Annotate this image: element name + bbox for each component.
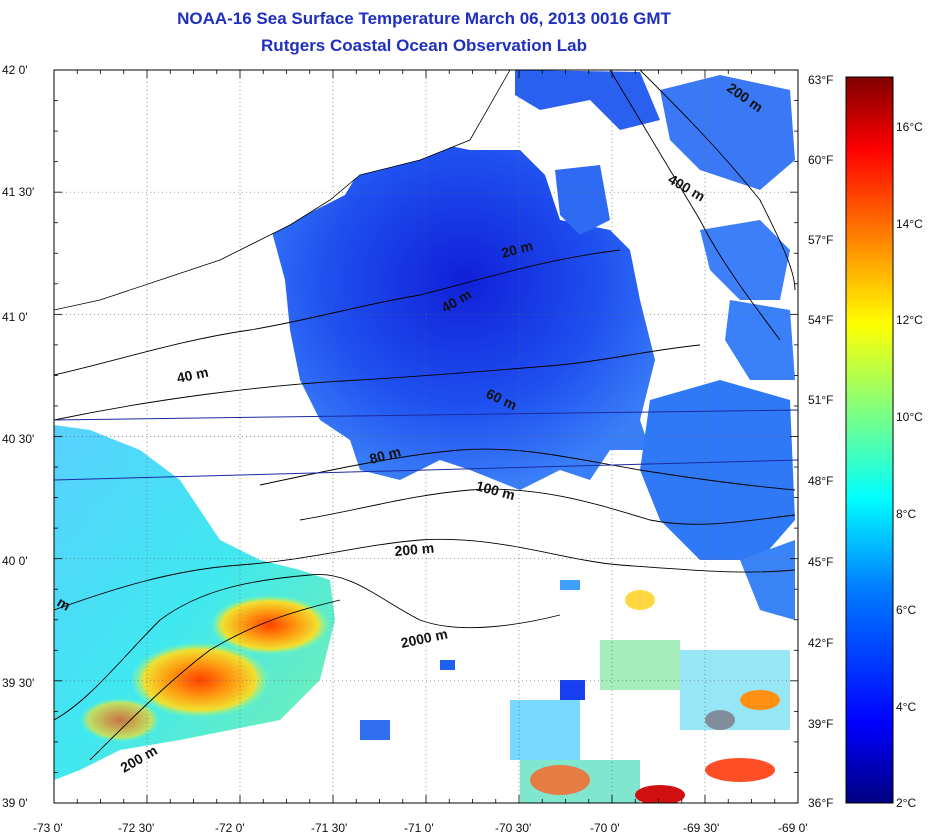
celsius-label: 10°C: [896, 410, 923, 424]
fahrenheit-label: 60°F: [808, 153, 833, 167]
colorbar: [845, 76, 894, 804]
fahrenheit-label: 39°F: [808, 717, 833, 731]
contour-label: 2000 m: [399, 625, 449, 651]
lon-label: -72 30': [118, 821, 154, 835]
fahrenheit-scale: 63°F 60°F 57°F 54°F 51°F 48°F 45°F 42°F …: [808, 73, 833, 810]
contour-label: 40 m: [175, 364, 210, 386]
contour-label: 200 m: [394, 540, 435, 559]
contour-label: 400 m: [666, 171, 708, 205]
cold-water-patch: [660, 75, 795, 190]
lon-label: -69 30': [683, 821, 719, 835]
sst-raster: 20 m 40 m 40 m 60 m 80 m 100 m 200 m 200…: [54, 70, 798, 803]
celsius-label: 14°C: [896, 217, 923, 231]
fahrenheit-label: 48°F: [808, 474, 833, 488]
fahrenheit-label: 42°F: [808, 636, 833, 650]
lat-label: 40 30': [2, 432, 34, 446]
lat-label: 39 30': [2, 676, 34, 690]
lon-label: -69 0': [778, 821, 808, 835]
latitude-labels: 42 0' 41 30' 41 0' 40 30' 40 0' 39 30' 3…: [2, 63, 34, 810]
celsius-label: 2°C: [896, 796, 916, 810]
cold-water-region: [272, 140, 655, 490]
lon-label: -70 30': [495, 821, 531, 835]
celsius-scale: 16°C 14°C 12°C 10°C 8°C 6°C 4°C 2°C: [896, 120, 923, 810]
warm-core: [130, 642, 270, 718]
lon-label: -70 0': [590, 821, 620, 835]
lon-label: -73 0': [33, 821, 63, 835]
fahrenheit-label: 63°F: [808, 73, 833, 87]
gulf-stream-speckles: [360, 580, 790, 803]
cold-water-patch: [555, 165, 610, 235]
lon-label: -71 30': [311, 821, 347, 835]
fahrenheit-label: 57°F: [808, 233, 833, 247]
celsius-label: 8°C: [896, 507, 916, 521]
lat-label: 42 0': [2, 63, 28, 77]
fahrenheit-label: 45°F: [808, 555, 833, 569]
lat-label: 39 0': [2, 796, 28, 810]
contour-label: 80 m: [368, 443, 403, 467]
cold-water-patch: [725, 300, 795, 380]
land-mass: [54, 70, 511, 311]
cold-water-patch: [700, 220, 790, 300]
bathymetry-contours: [54, 70, 796, 761]
longitude-labels: -73 0' -72 30' -72 0' -71 30' -71 0' -70…: [33, 821, 808, 835]
fahrenheit-label: 54°F: [808, 313, 833, 327]
graticule: [54, 70, 798, 803]
cold-water-patch: [640, 380, 795, 560]
contour-label: 20 m: [500, 237, 535, 261]
celsius-label: 16°C: [896, 120, 923, 134]
celsius-label: 12°C: [896, 313, 923, 327]
fahrenheit-label: 36°F: [808, 796, 833, 810]
lat-label: 41 30': [2, 185, 34, 199]
cold-water-patch: [740, 540, 795, 620]
lat-label: 41 0': [2, 310, 28, 324]
celsius-label: 4°C: [896, 700, 916, 714]
map-subtitle: Rutgers Coastal Ocean Observation Lab: [261, 36, 587, 55]
lon-label: -71 0': [404, 821, 434, 835]
celsius-label: 6°C: [896, 603, 916, 617]
map-title: NOAA-16 Sea Surface Temperature March 06…: [177, 9, 671, 28]
axis-ticks: [53, 69, 799, 804]
lon-label: -72 0': [215, 821, 245, 835]
lat-label: 40 0': [2, 554, 28, 568]
fahrenheit-label: 51°F: [808, 393, 833, 407]
warm-core: [80, 698, 160, 742]
cold-water-patch: [515, 70, 660, 130]
